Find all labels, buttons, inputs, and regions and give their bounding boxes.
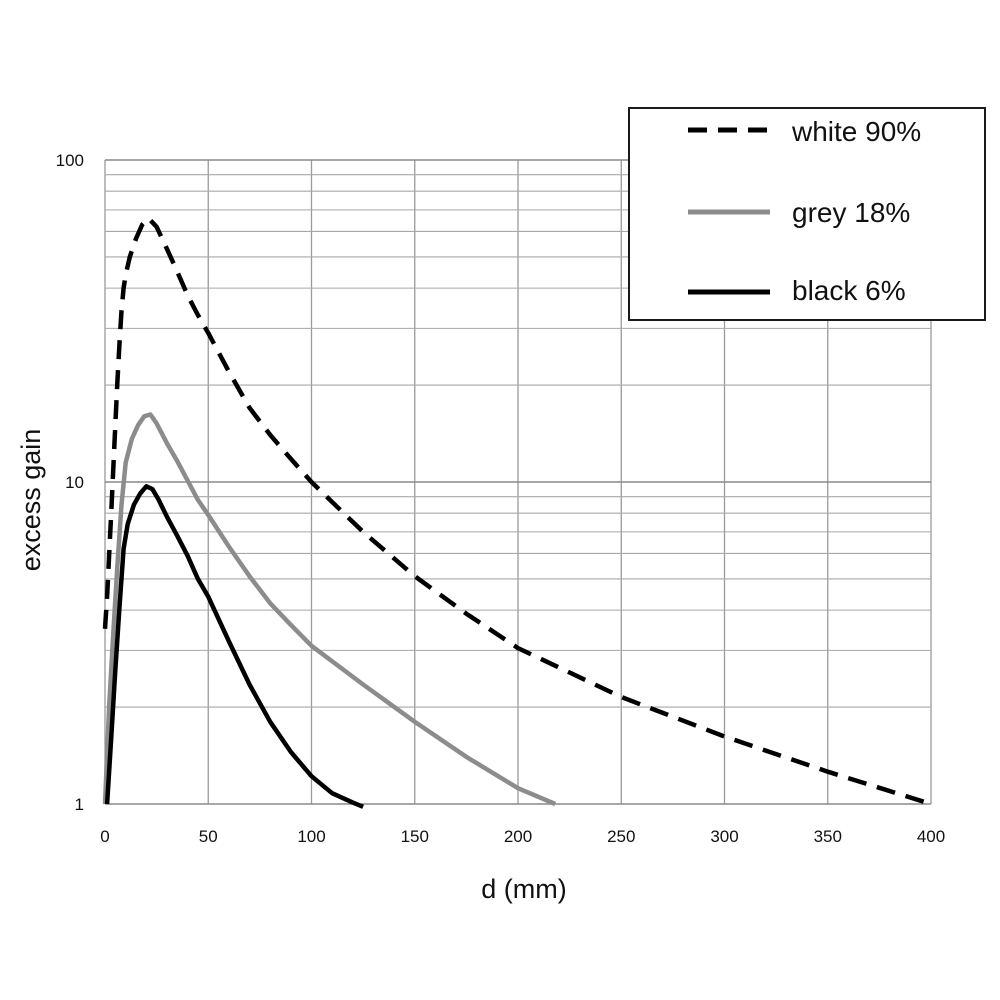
x-tick-label: 250 [607,827,635,846]
y-tick-label: 10 [65,473,84,492]
x-axis-label: d (mm) [481,874,566,904]
legend-label-grey: grey 18% [792,197,910,228]
tick-labels: 0 50 100 150 200 250 300 350 400 1 10 100 [56,151,946,846]
y-tick-label: 100 [56,151,84,170]
x-tick-label: 100 [297,827,325,846]
x-tick-label: 50 [199,827,218,846]
x-tick-label: 200 [504,827,532,846]
x-tick-label: 400 [917,827,945,846]
x-tick-label: 300 [710,827,738,846]
x-tick-label: 350 [814,827,842,846]
x-tick-label: 150 [401,827,429,846]
x-tick-label: 0 [100,827,109,846]
series-line-white [102,215,932,807]
y-tick-label: 1 [75,795,84,814]
series-line-black [104,484,364,809]
legend: white 90% grey 18% black 6% [628,107,986,321]
y-axis-label: excess gain [16,429,46,572]
series-lines [102,215,932,809]
legend-label-black: black 6% [792,275,906,306]
legend-label-white: white 90% [791,116,921,147]
axis-labels: d (mm) excess gain [16,429,567,904]
series-line-grey [102,412,557,807]
